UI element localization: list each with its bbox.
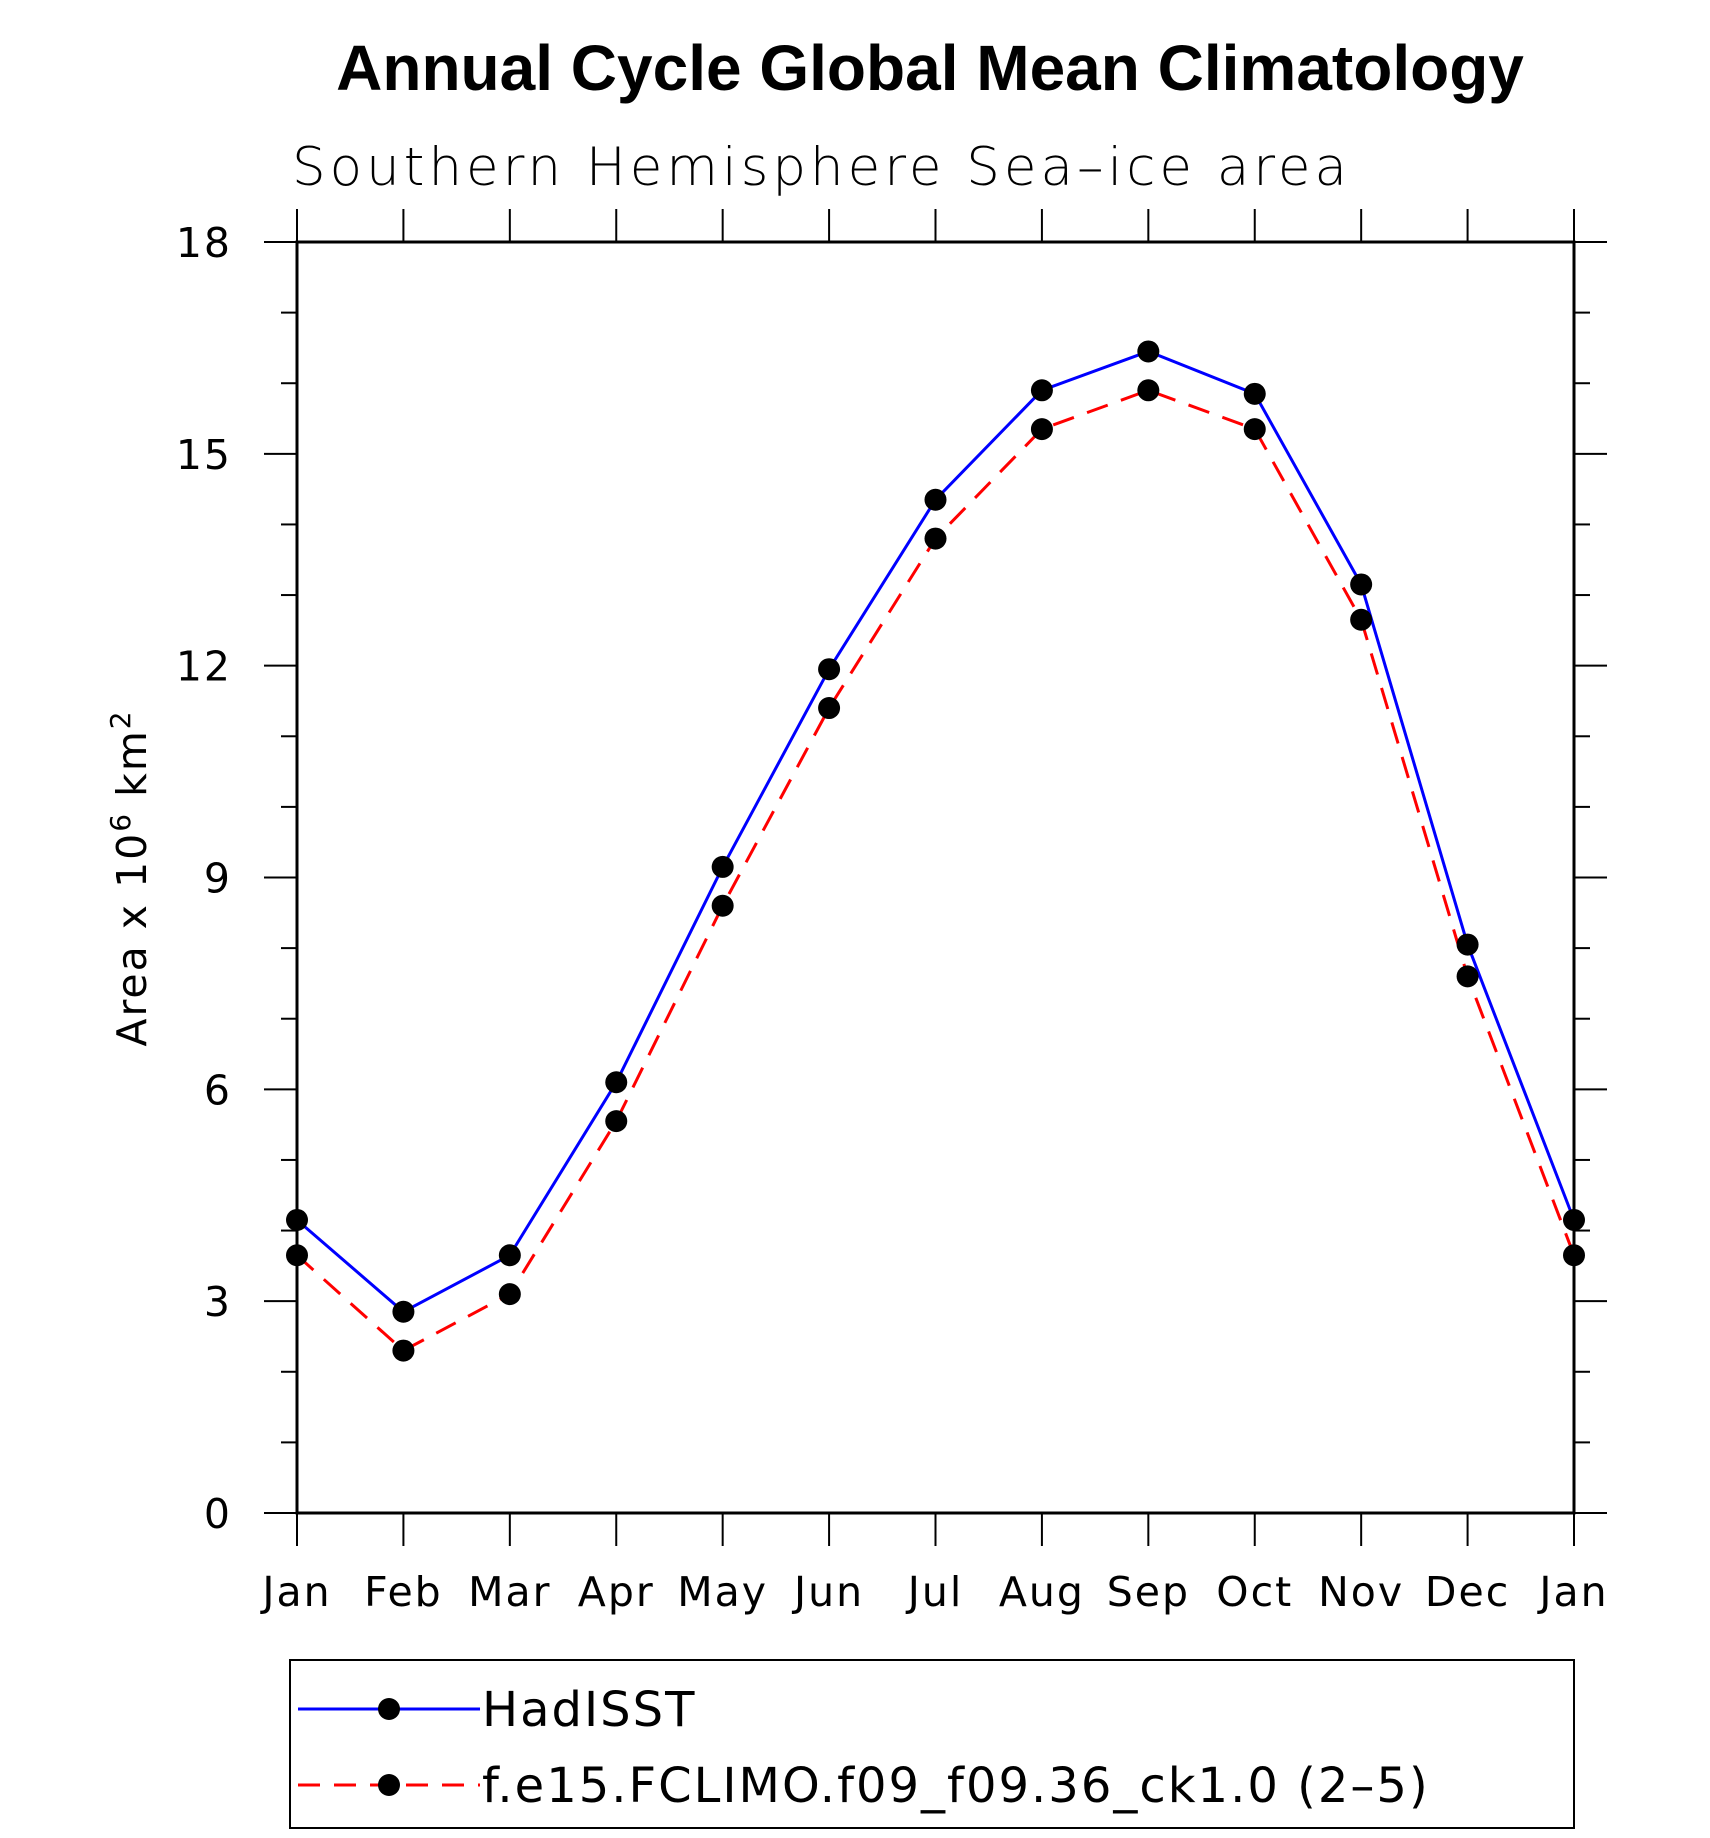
data-point-s0-9 [1243, 382, 1266, 405]
data-point-s1-9 [1243, 418, 1266, 441]
legend-marker-model [378, 1774, 400, 1796]
data-point-s1-12 [1563, 1244, 1585, 1267]
x-tick-label: Apr [578, 1568, 655, 1616]
data-point-s0-4 [711, 855, 734, 878]
data-point-s1-8 [1137, 379, 1160, 402]
data-point-s1-1 [392, 1339, 415, 1362]
data-point-s0-7 [1030, 379, 1053, 402]
x-tick-label: Jul [905, 1568, 963, 1616]
data-point-s0-1 [392, 1300, 415, 1323]
data-point-s1-7 [1030, 418, 1053, 441]
x-tick-label: Mar [468, 1568, 551, 1616]
x-tick-label: Jan [1536, 1568, 1608, 1616]
y-tick-label: 18 [176, 219, 232, 267]
legend-marker-hadisst [378, 1698, 400, 1720]
x-tick-labels: Jan Feb Mar Apr May Jun Jul Aug Sep Oct Nov Dec Jan [259, 1568, 1608, 1616]
x-tick-label: Dec [1425, 1568, 1510, 1616]
legend: HadISST f.e15.FCLIMO.f09_f09.36_ck1.0 (2… [289, 1659, 1575, 1829]
data-point-s0-0 [286, 1208, 308, 1231]
x-tick-label: Sep [1107, 1568, 1190, 1616]
data-point-s1-6 [924, 527, 947, 550]
data-point-s0-5 [818, 658, 841, 681]
y-tick-label: 3 [204, 1278, 232, 1326]
data-point-s0-8 [1137, 340, 1160, 363]
data-point-s0-6 [924, 488, 947, 511]
data-point-s1-11 [1456, 965, 1479, 988]
x-tick-label: Jun [791, 1568, 864, 1616]
y-tick-label: 0 [204, 1490, 232, 1538]
data-point-s0-2 [498, 1244, 521, 1267]
data-point-s1-10 [1350, 608, 1373, 631]
y-tick-label: 15 [176, 431, 232, 479]
y-tick-labels: 0 3 6 9 12 15 18 [176, 219, 232, 1538]
y-tick-label: 12 [176, 643, 232, 691]
data-point-s0-11 [1456, 933, 1479, 956]
axis-ticks [264, 209, 1607, 1546]
x-tick-label: Nov [1318, 1568, 1404, 1616]
chart-title: Annual Cycle Global Mean Climatology [336, 32, 1524, 104]
data-point-s1-5 [818, 697, 841, 720]
x-tick-label: May [677, 1568, 768, 1616]
x-tick-label: Oct [1216, 1568, 1293, 1616]
x-tick-label: Aug [999, 1568, 1085, 1616]
data-point-s0-12 [1563, 1208, 1585, 1231]
y-tick-label: 9 [204, 855, 232, 903]
legend-box [289, 1659, 1575, 1829]
plot-frame [295, 240, 1576, 1515]
y-tick-label: 6 [204, 1066, 232, 1114]
legend-label-model: f.e15.FCLIMO.f09_f09.36_ck1.0 (2–5) [482, 1758, 1430, 1814]
x-tick-label: Feb [364, 1568, 443, 1616]
y-axis-label: Area x 106 km2 [104, 709, 156, 1046]
plot-area: 0 3 6 9 12 15 18 Jan Feb Mar Apr May Jun Jul Aug Sep Oc… [176, 209, 1608, 1616]
data-point-s1-4 [711, 894, 734, 917]
data-point-s0-3 [605, 1071, 628, 1094]
series-points [286, 340, 1585, 1362]
data-point-s1-0 [286, 1244, 308, 1267]
chart-subtitle: Southern Hemisphere Sea–ice area [292, 137, 1351, 198]
data-point-s1-2 [498, 1283, 521, 1306]
data-point-s0-10 [1350, 573, 1373, 596]
data-point-s1-3 [605, 1110, 628, 1133]
x-tick-label: Jan [259, 1568, 331, 1616]
legend-label-hadisst: HadISST [482, 1682, 696, 1738]
